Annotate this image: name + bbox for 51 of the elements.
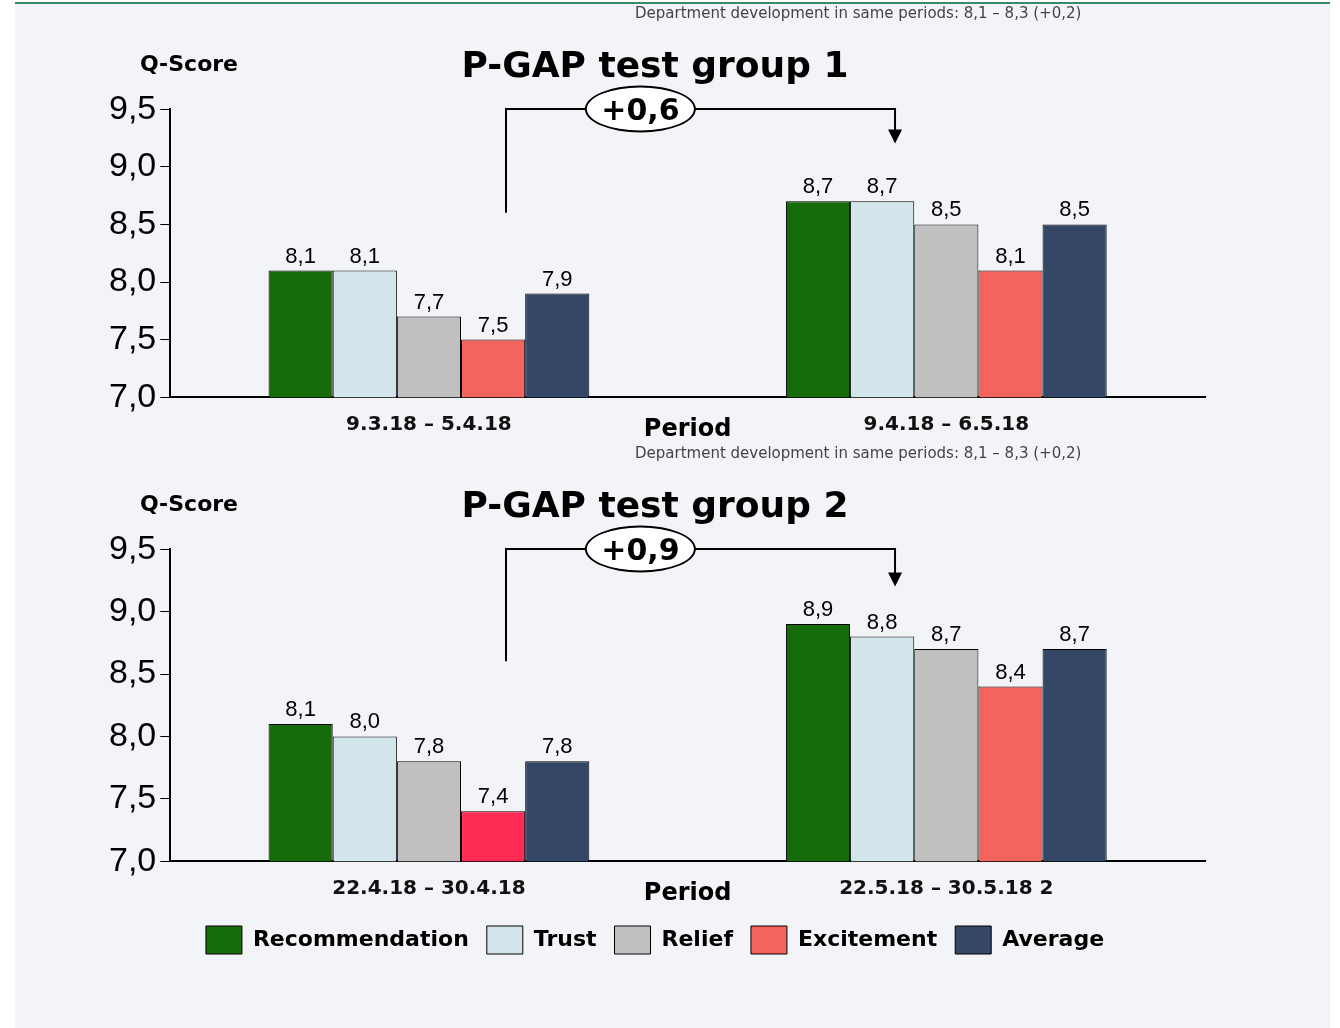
y-tick-label: 8,5 [109, 652, 157, 691]
data-label: 8,1 [995, 242, 1026, 268]
x-axis-title: Period [643, 413, 732, 442]
y-tick-label: 7,0 [109, 839, 157, 878]
y-tick-label: 7,5 [109, 777, 157, 816]
y-axis-title: Q-Score [140, 491, 239, 517]
data-label: 7,8 [541, 733, 573, 759]
text: Department development in same periods: 8,1 – 8,3 (+0,2) [635, 4, 1082, 22]
data-label: 8,5 [1059, 196, 1090, 222]
text: Department development in same periods: 8,1 – 8,3 (+0,2) [635, 444, 1082, 462]
annotation: +0,9 [585, 525, 696, 573]
data-label: 8,7 [866, 173, 898, 199]
legend-label: Average [1002, 925, 1105, 951]
data-label: 8,8 [866, 608, 898, 634]
y-tick-label: 9,0 [109, 145, 157, 184]
y-tick-label: 7,5 [109, 317, 157, 356]
y-tick-label: 9,0 [109, 589, 157, 628]
data-label: 8,5 [931, 196, 962, 222]
data-label: 7,4 [477, 783, 509, 809]
data-label: 8,1 [285, 695, 316, 721]
x-tick-label: 9.3.18 – 5.4.18 [346, 411, 512, 436]
y-tick-label: 8,0 [109, 714, 157, 753]
data-label: 7,8 [413, 733, 445, 759]
y-tick-label: 9,5 [109, 527, 157, 566]
data-label: 8,7 [1059, 621, 1090, 647]
data-label: 7,5 [477, 311, 509, 337]
y-axis-title: Q-Score [140, 51, 239, 77]
data-label: 8,1 [285, 242, 316, 268]
data-label: 8,4 [995, 658, 1026, 684]
annotation: +0,6 [585, 85, 696, 133]
x-axis-title: Period [643, 877, 732, 906]
legend-label: Recommendation [252, 925, 469, 951]
legend-label: Trust [533, 925, 597, 951]
data-label: 8,7 [931, 621, 962, 647]
x-tick-label: 22.5.18 – 30.5.18 2 [839, 875, 1054, 900]
y-tick-label: 7,0 [109, 375, 157, 414]
legend-label: Excitement [797, 925, 938, 951]
y-tick-label: 9,5 [109, 87, 157, 126]
data-label: 8,0 [349, 708, 381, 734]
legend-label: Relief [661, 925, 734, 951]
data-label: 8,9 [802, 596, 834, 622]
x-tick-label: 22.4.18 – 30.4.18 [332, 875, 526, 900]
y-tick-label: 8,0 [109, 260, 157, 299]
data-label: 8,1 [349, 242, 381, 268]
data-label: 7,7 [413, 288, 445, 314]
x-tick-label: 9.4.18 – 6.5.18 [863, 411, 1030, 436]
data-label: 7,9 [541, 265, 573, 291]
chart-title: P-GAP test group 1 [461, 43, 849, 85]
data-label: 8,7 [802, 173, 834, 199]
y-tick-label: 8,5 [109, 202, 157, 241]
chart-title: P-GAP test group 2 [461, 483, 849, 525]
